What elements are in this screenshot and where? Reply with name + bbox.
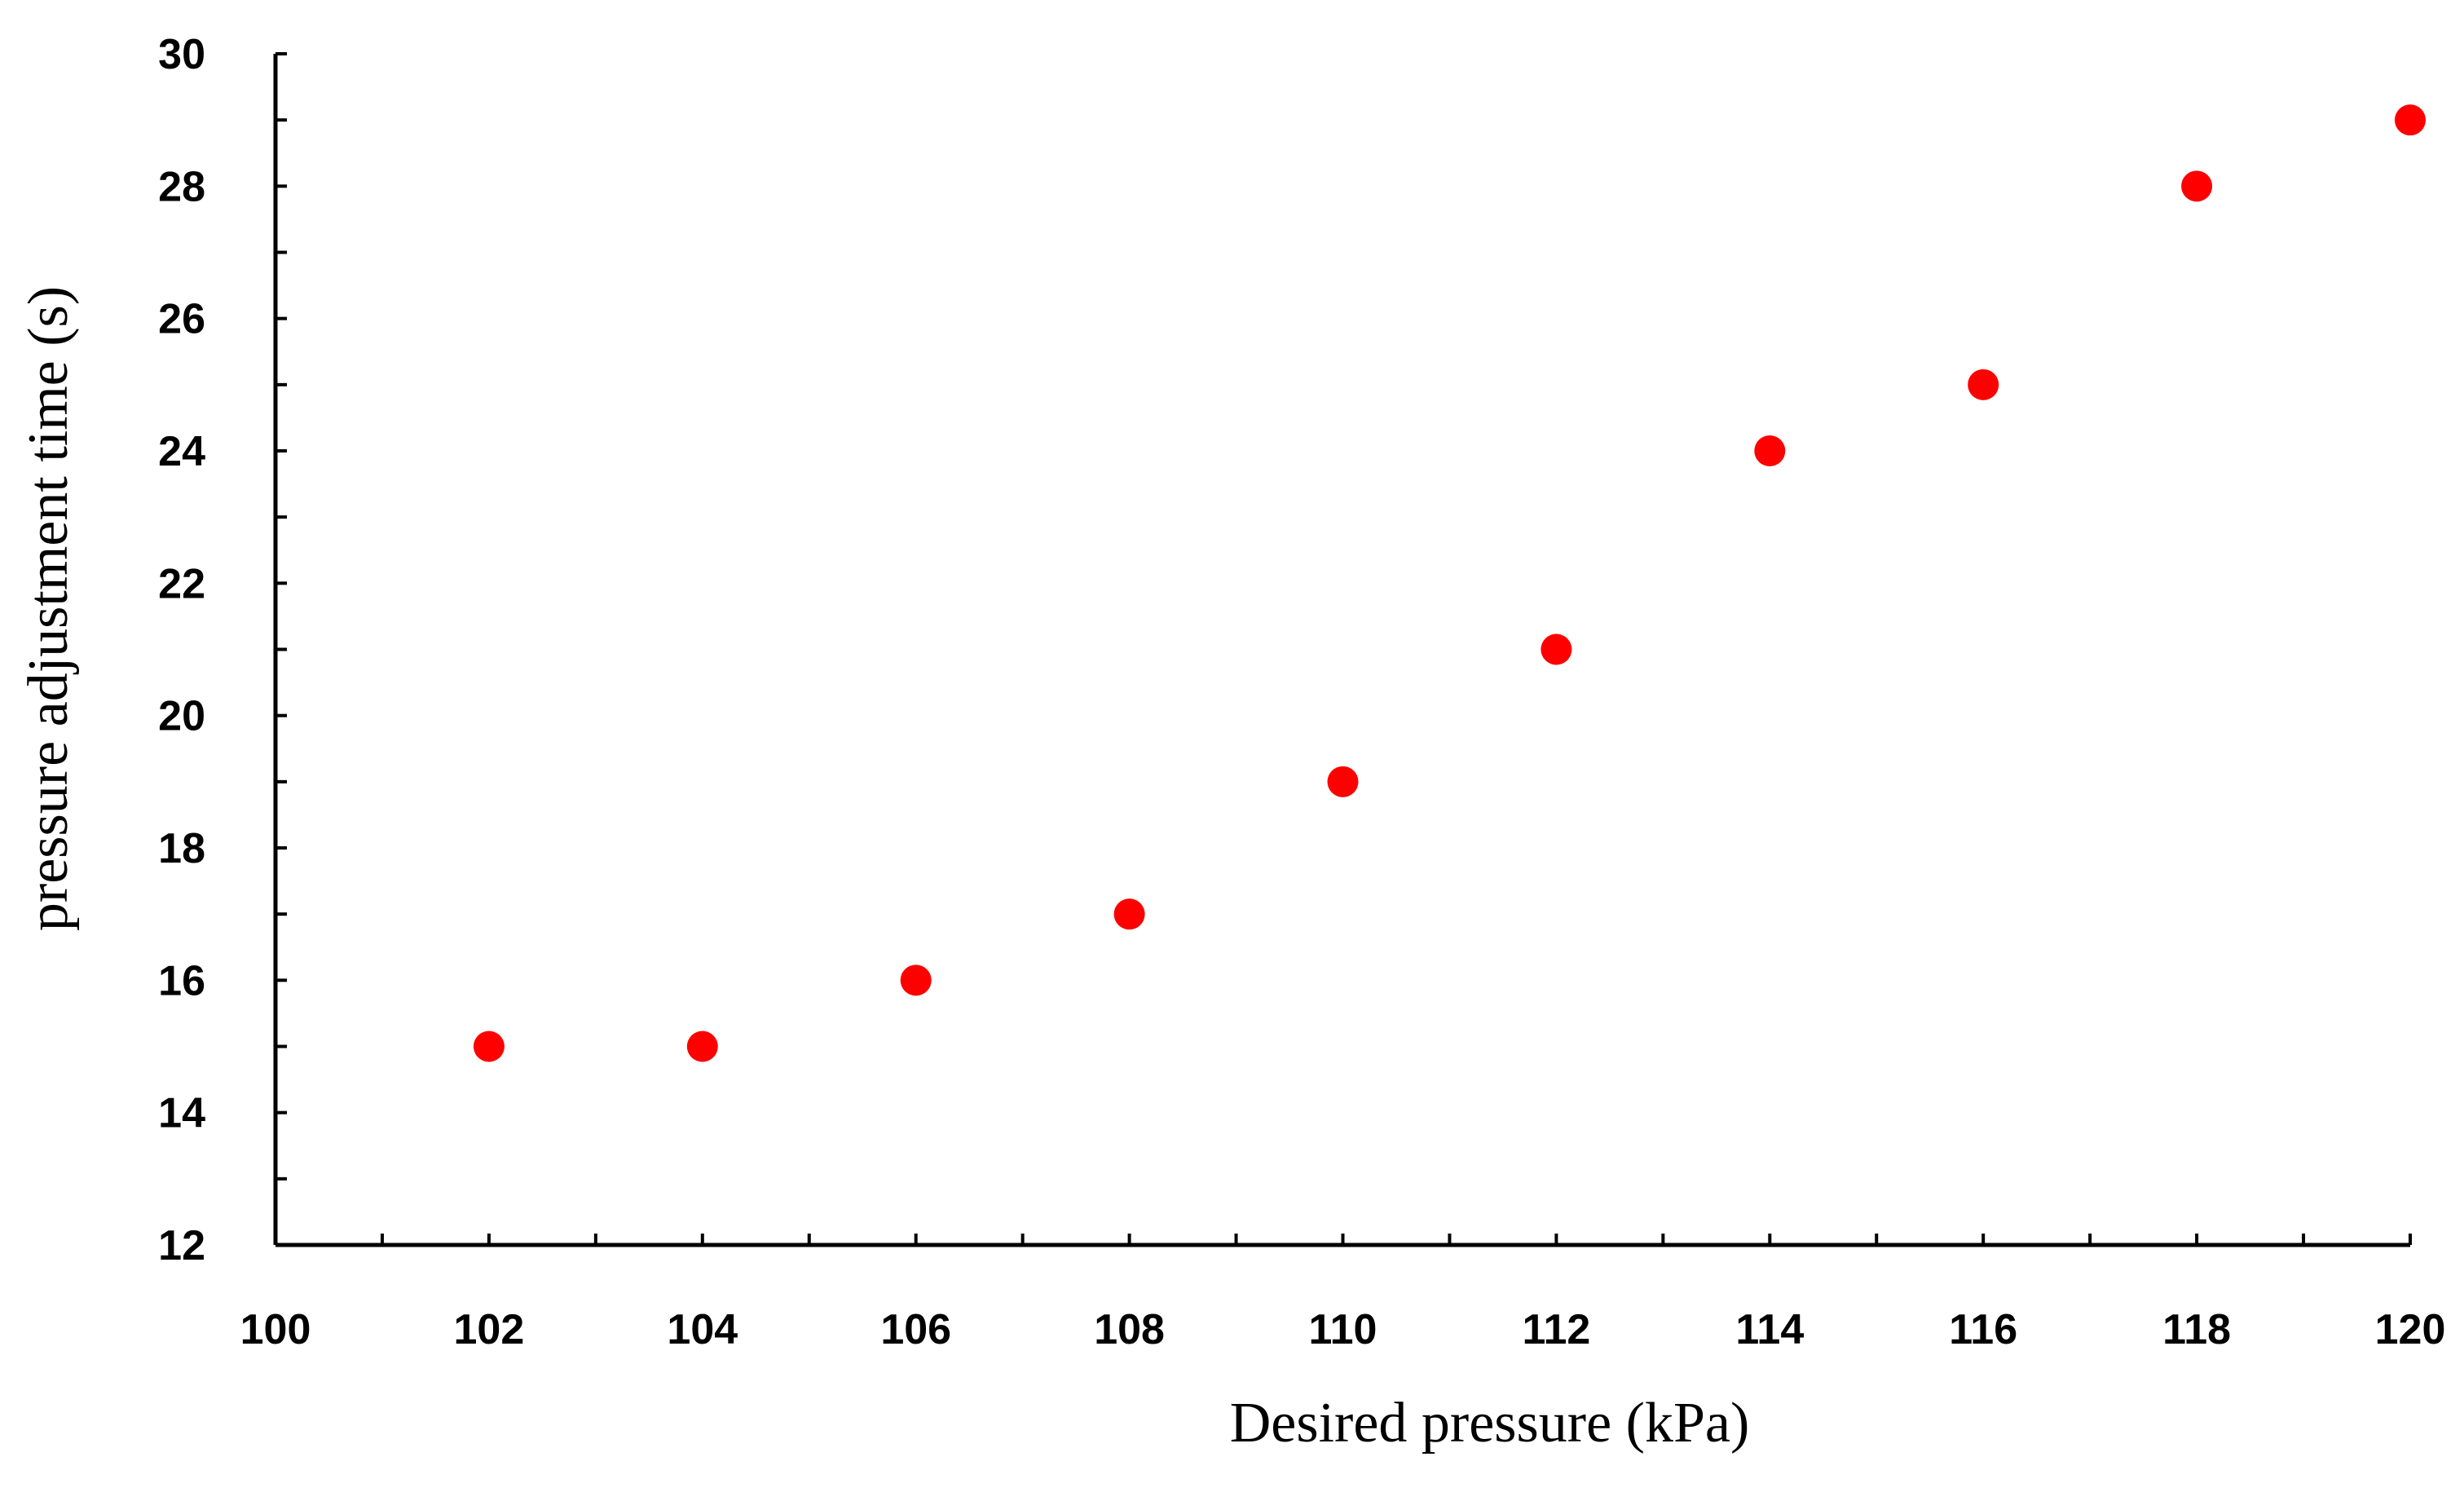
y-tick-label: 24 bbox=[158, 428, 205, 475]
y-tick-label: 26 bbox=[158, 296, 205, 343]
data-points bbox=[473, 104, 2426, 1062]
data-point bbox=[1754, 435, 1786, 466]
data-point bbox=[1327, 766, 1359, 797]
y-tick-label: 22 bbox=[158, 560, 205, 607]
data-point bbox=[1968, 369, 1999, 400]
x-tick-label: 116 bbox=[1949, 1306, 2017, 1353]
data-point bbox=[2181, 170, 2213, 202]
data-point bbox=[473, 1031, 505, 1062]
x-tick-label: 110 bbox=[1309, 1306, 1377, 1353]
axes bbox=[273, 54, 2410, 1247]
x-tick-label: 106 bbox=[880, 1306, 951, 1353]
data-point bbox=[900, 965, 932, 996]
y-tick-label: 18 bbox=[158, 825, 205, 872]
data-point bbox=[1113, 898, 1145, 930]
x-tick-label: 104 bbox=[667, 1306, 738, 1353]
x-tick-label: 108 bbox=[1094, 1306, 1165, 1353]
y-tick-label: 28 bbox=[158, 163, 205, 210]
x-tick-label: 120 bbox=[2375, 1306, 2446, 1353]
x-tick-label: 112 bbox=[1522, 1306, 1590, 1353]
x-tick-label: 114 bbox=[1735, 1306, 1804, 1353]
data-point bbox=[1541, 633, 1572, 665]
y-tick-label: 14 bbox=[158, 1090, 205, 1137]
y-tick-label: 12 bbox=[158, 1222, 205, 1269]
x-axis-title: Desired pressure (kPa) bbox=[1230, 1392, 1750, 1454]
y-tick-label: 20 bbox=[158, 693, 205, 740]
y-axis-title: pressure adjustment time (s) bbox=[17, 286, 80, 931]
data-point bbox=[2395, 104, 2426, 136]
y-tick-label: 16 bbox=[158, 957, 205, 1004]
y-tick-label: 30 bbox=[158, 31, 205, 78]
data-point bbox=[686, 1031, 718, 1062]
x-tick-label: 102 bbox=[454, 1306, 525, 1353]
x-tick-label: 100 bbox=[240, 1306, 311, 1353]
ticks: 12 14 16 18 20 22 24 26 28 30 100 102 104 106 108 110 11… bbox=[158, 31, 2445, 1353]
x-tick-label: 118 bbox=[2162, 1306, 2231, 1353]
